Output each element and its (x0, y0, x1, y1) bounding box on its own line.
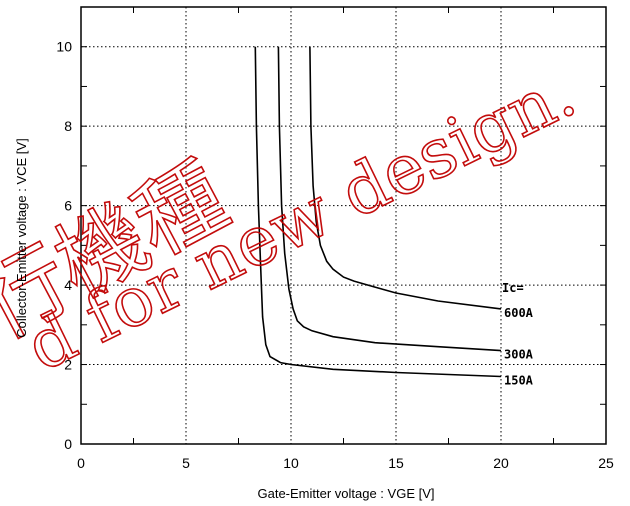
x-tick-label-2: 10 (283, 455, 299, 471)
x-tick-label-1: 5 (182, 455, 190, 471)
curve-label-150A: 150A (504, 373, 534, 387)
y-tick-label-4: 8 (64, 118, 72, 134)
curve-label-600A: 600A (504, 306, 534, 320)
plot-frame (80, 6, 607, 445)
x-axis-title: Gate-Emitter voltage : VGE [V] (257, 486, 434, 501)
grid-lines (81, 7, 606, 444)
x-tick-label-0: 0 (77, 455, 85, 471)
axis-ticks (81, 7, 606, 444)
legend-header: Ic= (502, 281, 524, 295)
series-curves (254, 46, 502, 378)
curve-labels: Ic= 600A 300A 150A (502, 281, 534, 387)
series-300A-curve (277, 46, 502, 352)
y-tick-labels: 0 2 4 6 8 10 (56, 39, 72, 452)
x-tick-label-3: 15 (388, 455, 404, 471)
y-tick-label-0: 0 (64, 436, 72, 452)
series-150A-curve (254, 46, 502, 378)
x-tick-label-4: 20 (493, 455, 509, 471)
y-axis-title: Collector-Emitter voltage : VCE [V] (14, 138, 29, 337)
x-tick-label-5: 25 (598, 455, 614, 471)
y-tick-label-3: 6 (64, 198, 72, 214)
y-tick-label-1: 2 (64, 357, 72, 373)
watermark: 行機種 d for new design. (0, 53, 588, 388)
curve-label-300A: 300A (504, 348, 534, 362)
y-tick-label-2: 4 (64, 277, 72, 293)
x-tick-labels: 0 5 10 15 20 25 (77, 455, 614, 471)
series-600A-curve (309, 46, 502, 310)
y-tick-label-5: 10 (56, 39, 72, 55)
